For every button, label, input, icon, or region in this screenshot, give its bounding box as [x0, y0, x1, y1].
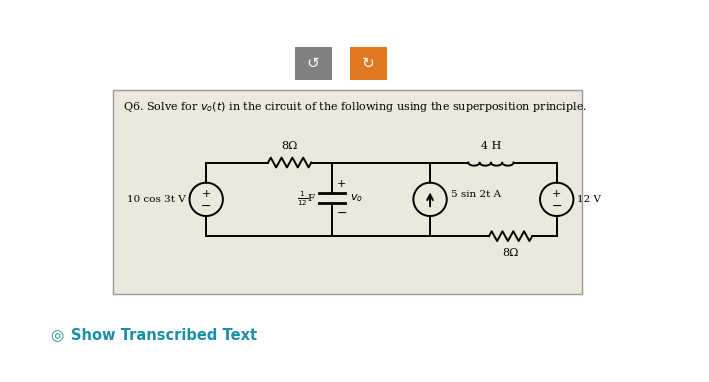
Text: 8Ω: 8Ω: [503, 248, 519, 258]
Text: Q6. Solve for $v_o(t)$ in the circuit of the following using the superposition p: Q6. Solve for $v_o(t)$ in the circuit of…: [123, 100, 587, 114]
Text: 4 H: 4 H: [481, 141, 501, 151]
Text: $\frac{1}{12}$F: $\frac{1}{12}$F: [297, 189, 316, 207]
Text: 5 sin 2t A: 5 sin 2t A: [451, 190, 501, 199]
Text: ◎: ◎: [50, 328, 64, 343]
FancyBboxPatch shape: [294, 47, 332, 80]
Text: +: +: [201, 189, 211, 199]
Text: +: +: [337, 178, 346, 189]
Text: −: −: [552, 200, 562, 213]
Text: −: −: [337, 207, 347, 220]
Text: 12 V: 12 V: [577, 195, 601, 204]
Text: ↻: ↻: [362, 56, 374, 71]
FancyBboxPatch shape: [350, 47, 387, 80]
Text: Show Transcribed Text: Show Transcribed Text: [71, 328, 257, 343]
FancyBboxPatch shape: [113, 90, 582, 294]
Text: $v_o$: $v_o$: [350, 193, 362, 204]
Text: 8Ω: 8Ω: [281, 141, 298, 151]
Text: +: +: [552, 189, 562, 199]
Text: −: −: [201, 200, 211, 213]
Text: 10 cos 3t V: 10 cos 3t V: [127, 195, 186, 204]
Text: ↺: ↺: [307, 56, 320, 71]
